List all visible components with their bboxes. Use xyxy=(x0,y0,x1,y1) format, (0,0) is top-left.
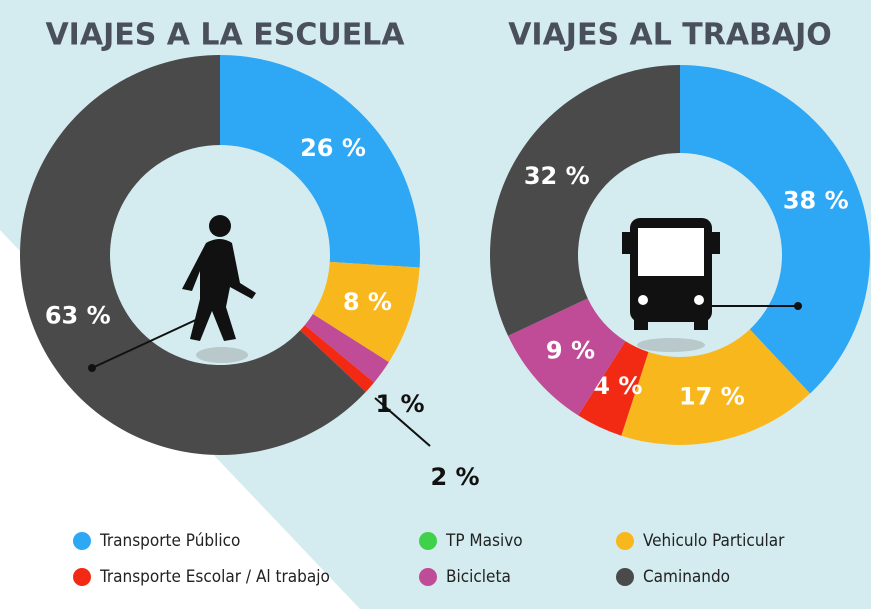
chart-title: VIAJES A LA ESCUELA xyxy=(45,18,405,53)
value-label: 2 % xyxy=(430,463,479,491)
donut-slice xyxy=(578,341,649,436)
leader-line xyxy=(91,317,201,369)
donut-slice xyxy=(300,325,375,392)
legend-swatch xyxy=(616,568,634,586)
donut-slice xyxy=(680,65,870,394)
value-label: 38 % xyxy=(783,186,849,214)
donut-slice xyxy=(312,261,420,363)
legend-swatch xyxy=(616,532,634,550)
leader-line xyxy=(374,397,431,447)
value-label: 9 % xyxy=(546,337,595,365)
walker-icon xyxy=(182,215,256,363)
donut-slice xyxy=(304,313,389,383)
bus-icon xyxy=(622,218,720,352)
chart-title: VIAJES AL TRABAJO xyxy=(508,18,832,53)
legend-swatch xyxy=(419,568,437,586)
legend-label: TP Masivo xyxy=(445,531,523,551)
donut-slice xyxy=(489,65,680,336)
legend-label: Transporte Escolar / Al trabajo xyxy=(99,567,330,587)
donut-slice xyxy=(220,55,420,268)
donut-slice xyxy=(508,298,626,416)
legend-swatch xyxy=(73,568,91,586)
legend-label: Caminando xyxy=(643,567,730,587)
value-label: 32 % xyxy=(524,162,590,190)
leader-dot xyxy=(88,364,96,372)
legend-label: Transporte Público xyxy=(99,531,240,551)
value-label: 63 % xyxy=(45,302,111,330)
charts: VIAJES A LA ESCUELA 26 % 8 % 2 % 1 % 63 % VIAJ… xyxy=(20,18,870,491)
legend-swatch xyxy=(73,532,91,550)
legend: Transporte Público TP Masivo Vehiculo Part… xyxy=(73,531,785,587)
legend-label: Vehiculo Particular xyxy=(643,531,785,551)
value-label: 8 % xyxy=(343,288,392,316)
leader-dot xyxy=(794,302,802,310)
value-label: 26 % xyxy=(300,134,366,162)
background-shape xyxy=(0,480,200,609)
donut-slice xyxy=(621,329,811,446)
value-label: 17 % xyxy=(679,382,745,410)
legend-swatch xyxy=(419,532,437,550)
value-label: 1 % xyxy=(375,390,424,418)
donut-slice xyxy=(20,55,366,455)
legend-label: Bicicleta xyxy=(446,567,511,587)
